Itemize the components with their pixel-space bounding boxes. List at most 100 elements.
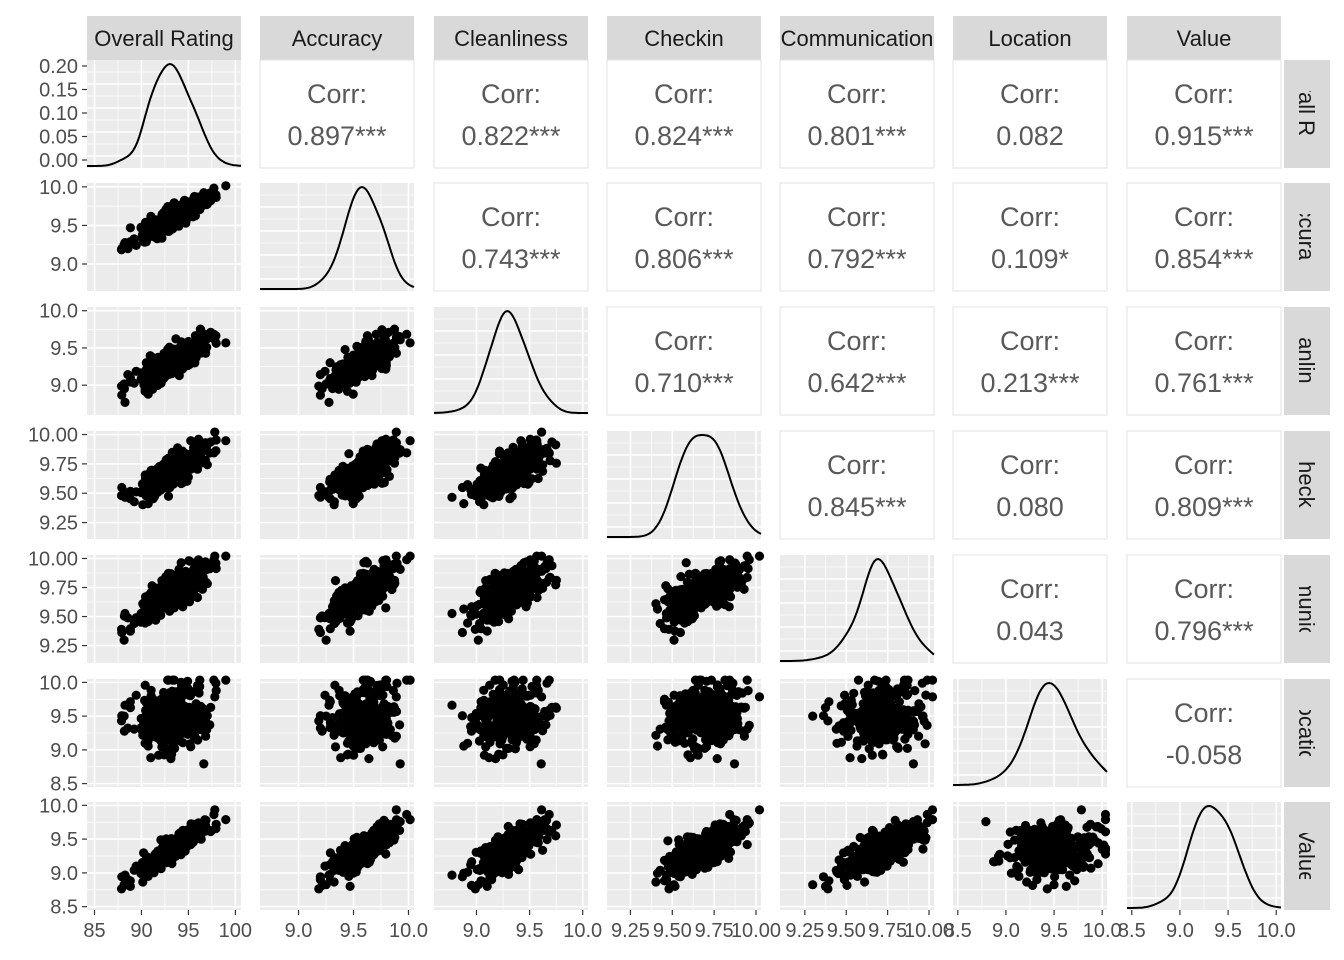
scatter-point bbox=[173, 201, 183, 211]
scatter-point bbox=[721, 718, 731, 729]
scatter-point bbox=[536, 759, 546, 769]
scatter-point bbox=[120, 397, 130, 407]
scatter-point bbox=[345, 485, 355, 495]
scatter-point bbox=[146, 753, 156, 763]
scatter-point bbox=[349, 750, 359, 760]
scatter-point bbox=[718, 707, 728, 717]
scatter-point bbox=[206, 437, 216, 447]
scatter-point bbox=[209, 448, 219, 458]
scatter-point bbox=[346, 714, 356, 725]
scatter-point bbox=[479, 588, 489, 599]
scatter-point bbox=[330, 742, 341, 752]
strip-label-right-value: Value bbox=[1294, 829, 1319, 884]
scatter-point bbox=[447, 700, 457, 710]
corr-value: 0.822*** bbox=[461, 121, 561, 151]
scatter-point bbox=[693, 750, 703, 760]
scatter-point bbox=[710, 694, 720, 705]
scatter-point bbox=[687, 735, 697, 746]
scatter-point bbox=[357, 476, 367, 486]
corr-value: 0.710*** bbox=[634, 368, 734, 398]
scatter-point bbox=[537, 427, 547, 437]
scatter-point bbox=[391, 692, 401, 702]
scatter-point bbox=[146, 375, 156, 385]
scatter-point bbox=[173, 694, 183, 705]
scatter-point bbox=[183, 585, 193, 595]
scatter-point bbox=[381, 675, 391, 685]
scatter-point bbox=[710, 589, 720, 600]
scatter-point bbox=[754, 551, 765, 561]
scatter-point bbox=[651, 599, 661, 609]
scatter-point bbox=[163, 713, 173, 723]
corr-panel bbox=[433, 182, 589, 292]
scatter-point bbox=[177, 448, 187, 458]
scatter-point bbox=[163, 202, 173, 212]
scatter-point bbox=[221, 675, 231, 685]
scatter-point bbox=[473, 635, 483, 645]
scatter-point bbox=[344, 364, 354, 374]
scatter-point bbox=[480, 599, 490, 609]
strip-label-value: Value bbox=[1177, 26, 1232, 51]
strip-top-location bbox=[953, 16, 1107, 60]
corr-label: Corr: bbox=[1174, 450, 1234, 480]
scatter-point bbox=[724, 590, 734, 600]
scatter-point bbox=[712, 754, 722, 764]
scatter-point bbox=[739, 584, 749, 594]
strip-label-location: Location bbox=[988, 26, 1071, 51]
scatter-point bbox=[487, 723, 497, 733]
scatter-point bbox=[487, 613, 497, 623]
scatter-point bbox=[344, 449, 354, 459]
scatter-point bbox=[166, 743, 176, 754]
scatter-point bbox=[166, 569, 176, 579]
scatter-point bbox=[485, 574, 495, 584]
scatter-point bbox=[355, 359, 366, 369]
corr-value: 0.043 bbox=[996, 616, 1064, 646]
scatter-point bbox=[150, 222, 160, 232]
scatter-point bbox=[493, 694, 503, 705]
scatter-point bbox=[381, 603, 391, 613]
scatter-point bbox=[321, 635, 331, 645]
scatter-point bbox=[377, 709, 387, 720]
corr-label: Corr: bbox=[654, 202, 714, 232]
strip-label-right-checkin: Checkin bbox=[1294, 445, 1319, 524]
corr-label: Corr: bbox=[481, 79, 541, 109]
scatter-point bbox=[123, 370, 133, 380]
scatter-point bbox=[532, 688, 542, 698]
scatter-point bbox=[191, 705, 201, 715]
scatter-point bbox=[359, 455, 370, 465]
scatter-point bbox=[700, 569, 710, 579]
scatter-point bbox=[150, 714, 160, 725]
scatter-point bbox=[498, 580, 508, 590]
scatter-point bbox=[202, 725, 212, 735]
corr-value: 0.080 bbox=[996, 492, 1064, 522]
scatter-point bbox=[173, 207, 183, 217]
scatter-point bbox=[522, 451, 532, 461]
scatter-point bbox=[522, 570, 532, 580]
scatter-point bbox=[119, 711, 129, 721]
scatter-point bbox=[502, 743, 512, 754]
scatter-point bbox=[383, 446, 393, 456]
scatter-point bbox=[209, 675, 219, 685]
corr-value: 0.897*** bbox=[287, 121, 387, 151]
scatter-point bbox=[315, 370, 325, 380]
scatter-point bbox=[148, 494, 158, 504]
scatter-point bbox=[729, 759, 740, 769]
corr-panel bbox=[1126, 306, 1282, 416]
corr-label: Corr: bbox=[1000, 326, 1060, 356]
scatter-point bbox=[183, 715, 193, 725]
scatter-point bbox=[675, 627, 686, 638]
scatter-point bbox=[334, 588, 344, 599]
scatter-point bbox=[368, 458, 378, 468]
scatter-point bbox=[490, 599, 500, 609]
scatter-point bbox=[366, 585, 376, 595]
scatter-point bbox=[740, 561, 751, 571]
scatter-point bbox=[679, 725, 689, 735]
scatter-point bbox=[200, 455, 211, 465]
scatter-point bbox=[545, 572, 555, 582]
scatter-point bbox=[189, 687, 199, 697]
scatter-point bbox=[334, 485, 345, 495]
scatter-point bbox=[168, 449, 178, 459]
scatter-point bbox=[494, 749, 504, 759]
corr-panel bbox=[779, 430, 935, 540]
corr-value: 0.915*** bbox=[1154, 121, 1254, 151]
corr-value: 0.109* bbox=[991, 244, 1070, 274]
